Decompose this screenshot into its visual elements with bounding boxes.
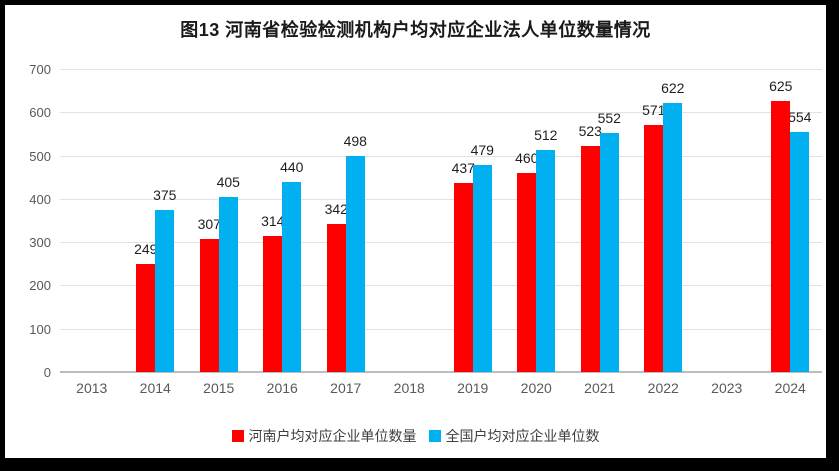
x-axis-tick-label: 2020 [520,380,552,396]
data-label-henan-2017: 342 [324,200,348,217]
data-label-national-2016: 440 [280,158,304,175]
bar-henan-2017 [326,223,346,372]
data-label-henan-2021: 523 [578,122,602,139]
gridline [60,242,822,244]
bar-henan-2021 [580,145,600,372]
data-label-henan-2019: 437 [451,159,475,176]
data-label-national-2021: 552 [597,110,621,127]
data-label-national-2014: 375 [153,186,177,203]
legend-label-henan: 河南户均对应企业单位数量 [248,428,417,444]
y-axis-tick-label: 300 [29,235,51,251]
bar-national-2022 [663,102,683,372]
legend-item-henan: 河南户均对应企业单位数量 [231,426,417,446]
bar-national-2019 [472,164,492,372]
bar-henan-2022 [644,124,664,372]
data-label-national-2017: 498 [343,133,367,150]
bar-national-2021 [599,133,619,372]
bar-henan-2014 [136,264,156,372]
y-axis-tick-label: 500 [29,148,51,164]
x-axis-tick-label: 2017 [330,380,362,396]
x-axis-tick-label: 2021 [584,380,616,396]
data-label-henan-2020: 460 [515,149,539,166]
bar-national-2024 [790,132,810,372]
gridline [60,112,822,114]
bar-national-2020 [536,150,556,372]
data-label-henan-2022: 571 [642,101,666,118]
gridline [60,198,822,200]
data-label-national-2020: 512 [534,127,558,144]
x-axis-tick-label: 2023 [711,380,743,396]
legend-swatch-blue [428,430,441,442]
gridline [60,69,822,70]
bar-national-2014 [155,209,175,372]
x-axis-tick-label: 2014 [139,380,171,396]
bar-national-2016 [282,181,302,372]
y-axis-tick-label: 0 [43,365,51,380]
bar-national-2017 [345,156,365,372]
y-axis-tick-label: 700 [29,62,51,77]
y-axis-tick-label: 400 [29,191,51,207]
plot-area: 249 375 307 405 314 440 342 498 437 479 460 512 523 5… [60,69,822,373]
gridline [60,155,822,157]
bar-henan-2020 [517,172,537,372]
bar-national-2015 [218,196,238,372]
bar-henan-2019 [453,182,473,372]
data-label-henan-2016: 314 [261,213,285,230]
legend-item-national: 全国户均对应企业单位数 [428,426,600,446]
gridline [60,285,822,287]
data-label-national-2022: 622 [661,79,685,96]
y-axis-tick-label: 600 [29,105,51,121]
x-axis-baseline [60,371,822,373]
x-axis-tick-label: 2015 [203,380,235,396]
y-axis-tick-label: 100 [29,321,51,337]
x-axis-tick-label: 2013 [76,380,108,396]
bar-henan-2024 [771,101,791,372]
data-label-henan-2015: 307 [197,216,221,233]
data-label-national-2015: 405 [216,173,240,190]
gridline [60,328,822,330]
x-axis-tick-label: 2024 [774,380,806,396]
data-label-henan-2024: 625 [769,78,793,95]
chart-title: 图13 河南省检验检测机构户均对应企业法人单位数量情况 [180,20,651,40]
x-axis-tick-label: 2018 [393,380,425,396]
data-label-henan-2014: 249 [134,241,158,258]
x-axis-tick-label: 2019 [457,380,489,396]
data-label-national-2024: 554 [788,109,812,126]
legend-label-national: 全国户均对应企业单位数 [445,428,600,444]
x-axis-tick-label: 2022 [647,380,679,396]
legend-swatch-red [231,430,244,442]
y-axis-tick-label: 200 [29,278,51,294]
bar-henan-2016 [263,236,283,372]
chart-legend: 河南户均对应企业单位数量 全国户均对应企业单位数 [5,426,826,446]
bar-henan-2015 [199,239,219,372]
x-axis-tick-label: 2016 [266,380,298,396]
data-label-national-2019: 479 [470,141,494,158]
